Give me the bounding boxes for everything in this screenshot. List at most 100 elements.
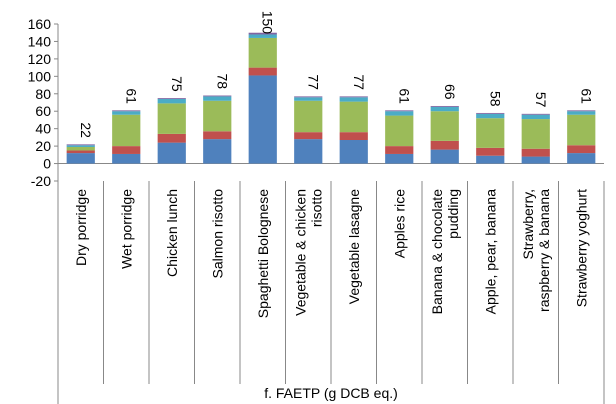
total-labels: 22 61 75 78 150 77 77 61 66 58 57 61 (78, 11, 595, 138)
bar-segment (385, 146, 414, 154)
y-tick-label: 80 (35, 86, 51, 102)
category-label: Wet porridge (118, 189, 134, 269)
bar-segment (430, 140, 459, 150)
total-label: 61 (123, 88, 139, 104)
bar-segment (248, 37, 277, 68)
bar-segment (248, 67, 277, 76)
y-tick-label: 0 (43, 156, 51, 172)
category-label: Vegetable lasagne (346, 189, 362, 304)
bar-segment (66, 150, 95, 154)
total-label: 61 (396, 88, 412, 104)
total-label: 58 (487, 91, 503, 107)
bar-segment (476, 155, 505, 164)
bar-segment (385, 111, 414, 116)
bar-segment (294, 96, 323, 98)
y-tick-label: 40 (35, 121, 51, 137)
category-label-line: Apple, pear, banana (482, 189, 498, 315)
bar-segment (112, 114, 141, 147)
total-label: 61 (578, 88, 594, 104)
category-label-line: Banana & chocolate (429, 189, 445, 315)
category-label-line: Apples rice (391, 189, 407, 258)
bar-segment (294, 139, 323, 164)
y-tick-label: 60 (35, 103, 51, 119)
category-labels: Dry porridge Wet porridge Chicken lunch Sal… (57, 181, 605, 404)
category-label: Salmon risotto (209, 189, 225, 279)
bar-segment (157, 142, 186, 164)
bar-segment (248, 32, 277, 35)
bars (66, 32, 596, 164)
bar-segment (66, 145, 95, 147)
total-label: 57 (533, 92, 549, 108)
bar-segment (112, 153, 141, 164)
category-label-line: Vegetable lasagne (346, 189, 362, 304)
bar-segment (339, 96, 368, 98)
bar-segment (203, 96, 232, 101)
category-label-line: Chicken lunch (164, 189, 180, 277)
bar-segment (476, 113, 505, 119)
bar-segment (385, 153, 414, 164)
bar-segment (66, 153, 95, 164)
category-label-line: Spaghetti Bolognese (255, 189, 271, 318)
bar-segment (567, 153, 596, 164)
bar-segment (567, 111, 596, 115)
bar-segment (430, 111, 459, 141)
category-label-line: risotto (308, 189, 324, 227)
bar-segment (203, 139, 232, 164)
category-label: Strawberry yoghurt (573, 189, 589, 307)
category-label: Banana & chocolate pudding (429, 189, 461, 315)
bar-segment (567, 145, 596, 154)
bar-segment (521, 148, 550, 157)
category-label-line: Wet porridge (118, 189, 134, 269)
category-label: Apples rice (391, 189, 407, 258)
bar-segment (203, 100, 232, 132)
y-tick-label: 20 (35, 138, 51, 154)
category-label: Strawberry, raspberry & banana (520, 189, 552, 312)
bar-segment (248, 34, 277, 38)
bar-segment (66, 144, 95, 146)
bar-segment (339, 140, 368, 164)
bar-segment (294, 132, 323, 140)
bar-segment (567, 114, 596, 146)
total-label: 66 (442, 84, 458, 100)
category-label-line: Strawberry, (520, 189, 536, 260)
bar-segment (157, 103, 186, 134)
category-label-line: Salmon risotto (209, 189, 225, 279)
bar-segment (248, 75, 277, 164)
total-label: 78 (214, 74, 230, 90)
y-tick-label: 140 (28, 33, 52, 49)
bar-segment (203, 95, 232, 97)
bar-segment (112, 110, 141, 112)
bar-segment (339, 132, 368, 141)
bar-segment (476, 112, 505, 114)
bar-segment (112, 111, 141, 115)
y-tick-label: 160 (28, 16, 52, 32)
bar-segment (476, 118, 505, 148)
bar-segment (157, 98, 186, 100)
category-label: Dry porridge (73, 189, 89, 266)
total-label: 75 (169, 76, 185, 92)
category-label-line: Strawberry yoghurt (573, 189, 589, 307)
bar-segment (385, 115, 414, 147)
bar-segment (521, 113, 550, 115)
y-tick-label: 100 (28, 68, 52, 84)
bar-segment (521, 114, 550, 120)
category-label: Vegetable & chicken risotto (292, 189, 324, 316)
bar-segment (294, 97, 323, 101)
category-label-line: raspberry & banana (536, 189, 552, 312)
bar-segment (157, 99, 186, 104)
total-label: 22 (78, 122, 94, 138)
y-tick-label: 120 (28, 51, 52, 67)
bar-segment (430, 105, 459, 107)
total-label: 77 (351, 74, 367, 90)
bar-segment (339, 101, 368, 133)
category-group-label: f. FAETP (g DCB eq.) (264, 385, 398, 401)
category-label-line: Dry porridge (73, 189, 89, 266)
bar-segment (567, 110, 596, 112)
bar-segment (203, 131, 232, 140)
bar-segment (66, 146, 95, 151)
bar-segment (430, 149, 459, 164)
bar-segment (521, 119, 550, 149)
bar-segment (430, 106, 459, 112)
